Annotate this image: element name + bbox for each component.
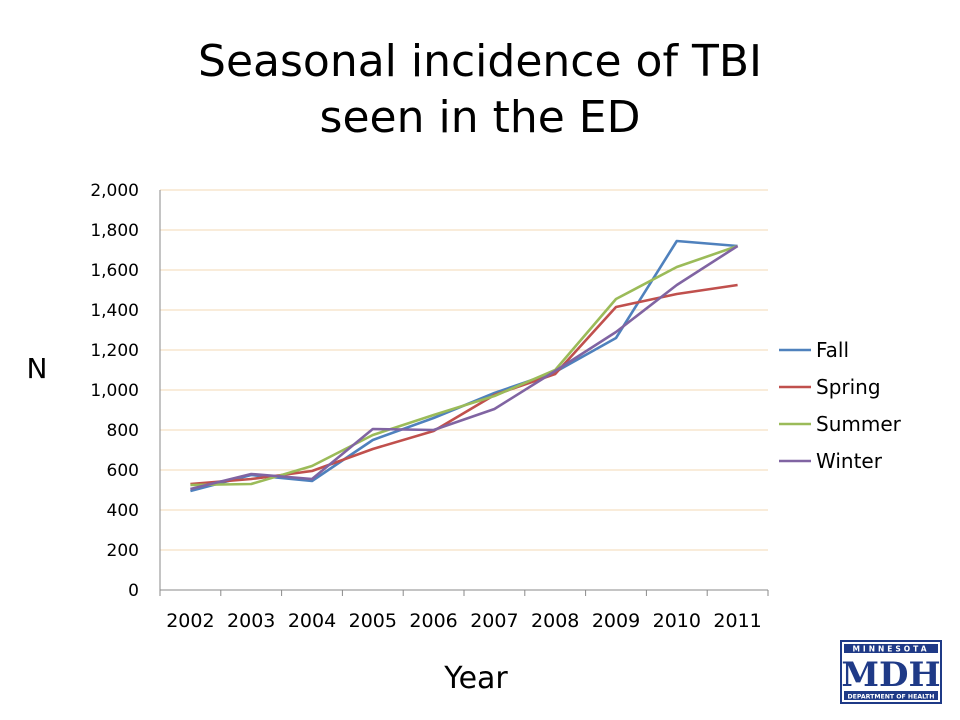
y-tick-label: 600 (107, 461, 139, 481)
y-tick-label: 0 (128, 581, 139, 601)
y-tick-label: 1,400 (90, 301, 139, 321)
x-tick-label: 2006 (409, 610, 457, 632)
svg-text:DEPARTMENT OF HEALTH: DEPARTMENT OF HEALTH (848, 693, 935, 700)
x-tick-label: 2003 (227, 610, 275, 632)
y-tick-labels: 0 200 400 600 800 1,000 1,200 1,400 1,600 1,800 2,… (90, 181, 139, 601)
svg-text:MINNESOTA: MINNESOTA (852, 645, 929, 654)
y-tick-label: 1,600 (90, 261, 139, 281)
x-tick-label: 2009 (592, 610, 640, 632)
y-tick-label: 800 (107, 421, 139, 441)
axes (159, 190, 769, 596)
y-axis-label: N (27, 352, 48, 385)
chart-title-line-2: seen in the ED (319, 92, 641, 143)
x-tick-label: 2007 (470, 610, 518, 632)
x-axis-label: Year (443, 661, 508, 696)
legend-label-spring: Spring (816, 375, 881, 399)
legend: Fall Spring Summer Winter (779, 338, 902, 473)
legend-label-winter: Winter (816, 449, 883, 473)
y-tick-label: 1,000 (90, 381, 139, 401)
y-tick-label: 1,200 (90, 341, 139, 361)
x-tick-label: 2008 (531, 610, 579, 632)
y-tick-label: 400 (107, 501, 139, 521)
series-lines (190, 239, 739, 493)
mdh-logo: MINNESOTA MDH DEPARTMENT OF HEALTH (840, 640, 942, 704)
series-line-spring (190, 283, 738, 486)
legend-label-fall: Fall (816, 338, 849, 362)
grid-lines (160, 189, 768, 551)
y-tick-label: 2,000 (90, 181, 139, 201)
x-tick-label: 2010 (653, 610, 701, 632)
y-tick-label: 1,800 (90, 221, 139, 241)
chart-title-line-1: Seasonal incidence of TBI (198, 36, 762, 87)
svg-text:MDH: MDH (841, 655, 940, 695)
legend-label-summer: Summer (816, 412, 902, 436)
x-tick-label: 2004 (288, 610, 336, 632)
x-tick-label: 2011 (713, 610, 761, 632)
x-tick-labels: 2002 2003 2004 2005 2006 2007 2008 2009 2010 2011 (166, 610, 762, 632)
series-line-summer (190, 244, 739, 487)
x-tick-label: 2005 (349, 610, 397, 632)
y-tick-label: 200 (107, 541, 139, 561)
chart-title: Seasonal incidence of TBI seen in the ED (0, 34, 960, 146)
series-line-winter (190, 244, 739, 491)
x-tick-label: 2002 (166, 610, 214, 632)
